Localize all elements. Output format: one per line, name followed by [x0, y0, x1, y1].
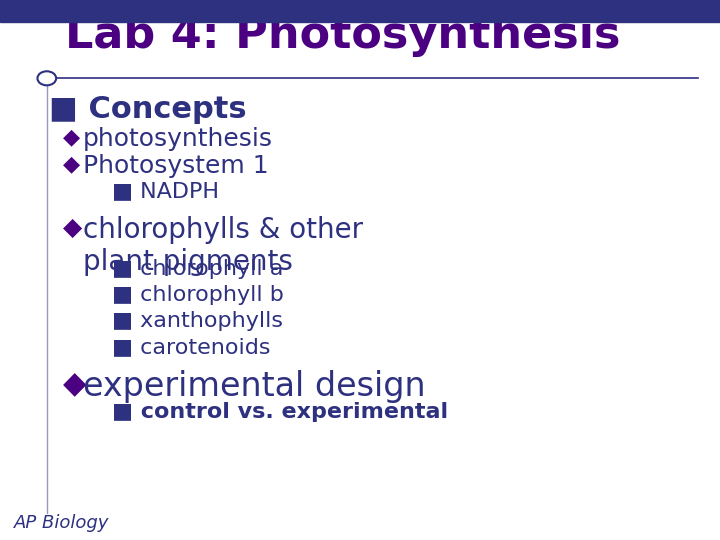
- Text: ■ xanthophylls: ■ xanthophylls: [112, 311, 283, 331]
- Text: experimental design: experimental design: [83, 370, 426, 403]
- Text: AP Biology: AP Biology: [14, 514, 109, 532]
- Text: chlorophylls & other
plant pigments: chlorophylls & other plant pigments: [83, 216, 363, 276]
- Text: ■ chlorophyll a: ■ chlorophyll a: [112, 259, 283, 279]
- Text: ■ control vs. experimental: ■ control vs. experimental: [112, 402, 448, 422]
- Text: photosynthesis: photosynthesis: [83, 127, 273, 151]
- Text: Photosystem 1: Photosystem 1: [83, 154, 269, 178]
- Text: ◆: ◆: [63, 370, 86, 399]
- Text: ■ carotenoids: ■ carotenoids: [112, 337, 270, 357]
- Circle shape: [37, 71, 56, 85]
- Text: ◆: ◆: [63, 154, 80, 174]
- Text: ◆: ◆: [63, 127, 80, 147]
- Text: ■ NADPH: ■ NADPH: [112, 181, 219, 201]
- Text: ◆: ◆: [63, 216, 82, 240]
- Bar: [0, 0, 720, 22]
- Text: ■ Concepts: ■ Concepts: [49, 94, 246, 124]
- Text: Lab 4: Photosynthesis: Lab 4: Photosynthesis: [65, 14, 621, 57]
- Text: ■ chlorophyll b: ■ chlorophyll b: [112, 285, 284, 305]
